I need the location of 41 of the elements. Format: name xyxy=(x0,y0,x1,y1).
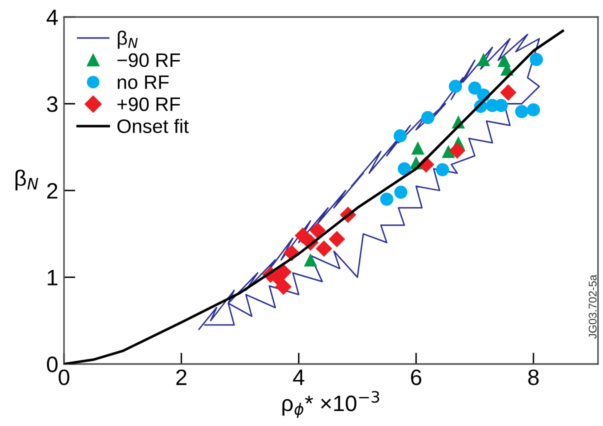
y-tick-label: 0 xyxy=(46,356,58,372)
point xyxy=(309,222,326,239)
legend-label: −90 RF xyxy=(117,53,180,68)
y-tick-label: 1 xyxy=(48,270,58,286)
point xyxy=(421,111,434,124)
point xyxy=(328,230,346,248)
point xyxy=(515,104,528,118)
line-series xyxy=(198,34,540,330)
point xyxy=(500,84,516,101)
point xyxy=(398,162,411,176)
annotation: JG03.702-5a xyxy=(588,274,597,339)
legend-label: β$_{N}$ xyxy=(118,30,138,49)
point xyxy=(380,192,394,206)
point xyxy=(468,82,482,95)
x-tick-label: 8 xyxy=(528,369,539,386)
point xyxy=(394,186,408,199)
x-tick-label: 4 xyxy=(293,370,304,385)
legend-label: Onset fit xyxy=(117,118,189,134)
y-tick-label: 4 xyxy=(46,10,58,26)
point xyxy=(394,129,407,142)
y-tick-label: 3 xyxy=(46,96,58,112)
point xyxy=(442,144,455,158)
point xyxy=(530,52,543,66)
x-axis-title: ρ$_{ϕ}$* ×10$^{−3}$ xyxy=(282,390,380,418)
y-axis-title: β$_{N}$ xyxy=(16,170,38,190)
point xyxy=(448,80,462,93)
point xyxy=(476,52,490,66)
point xyxy=(304,253,318,266)
point xyxy=(275,278,292,296)
x-tick-label: 2 xyxy=(176,369,186,385)
point xyxy=(411,141,424,155)
point xyxy=(316,240,332,257)
point xyxy=(494,98,508,112)
legend-label: +90 RF xyxy=(117,97,180,112)
x-tick-label: 0 xyxy=(58,369,70,386)
x-tick-label: 6 xyxy=(411,369,422,386)
legend-label: no RF xyxy=(118,76,169,90)
point xyxy=(448,142,466,159)
point xyxy=(526,103,540,116)
point xyxy=(436,163,450,176)
y-tick-label: 2 xyxy=(47,183,58,199)
